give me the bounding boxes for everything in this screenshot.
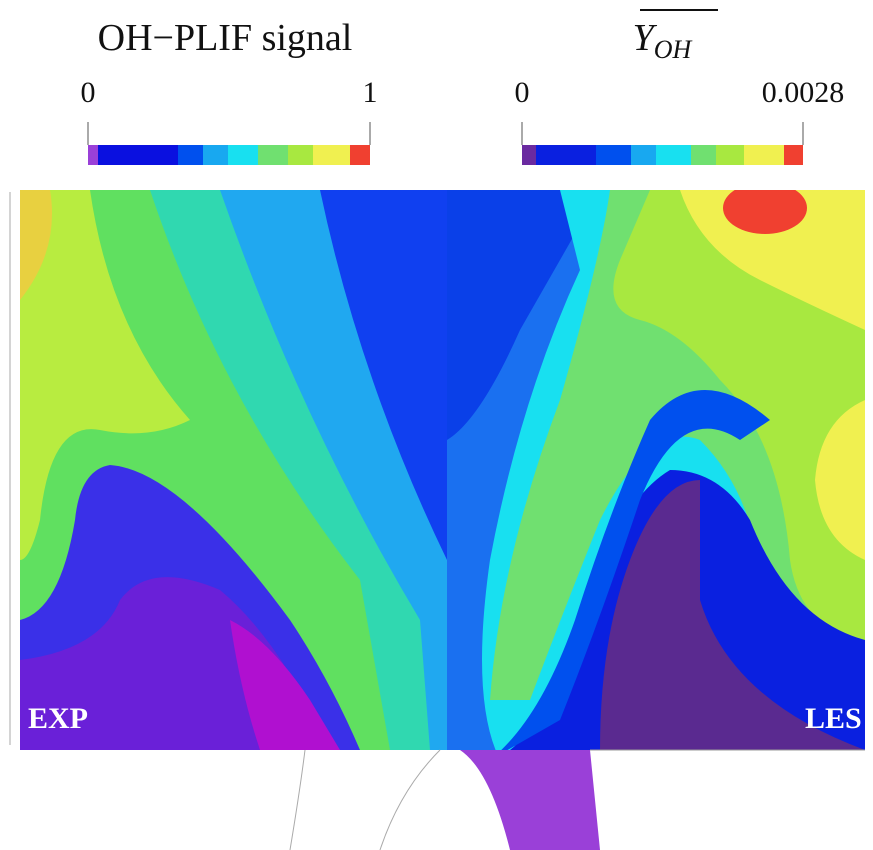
panel-label: EXP [28,702,88,735]
colorbar-max: 0.0028 [762,76,845,109]
les-field: LES [447,190,865,750]
panel-label: LES [805,702,862,735]
title-symbol: Y [633,17,658,59]
jet [460,750,600,850]
colorbar-min: 0 [515,76,530,109]
colorbar-les: YOH 0 0.0028 [515,9,845,165]
exp-field: EXP [20,190,447,750]
colorbar-title: YOH [633,17,693,64]
colorbar-exp: OH−PLIF signal 0 1 [81,17,378,165]
title-subscript: OH [654,35,693,64]
colorbar-min: 0 [81,76,96,109]
colorbar-title: OH−PLIF signal [98,17,353,59]
colorbar-max: 1 [363,76,378,109]
